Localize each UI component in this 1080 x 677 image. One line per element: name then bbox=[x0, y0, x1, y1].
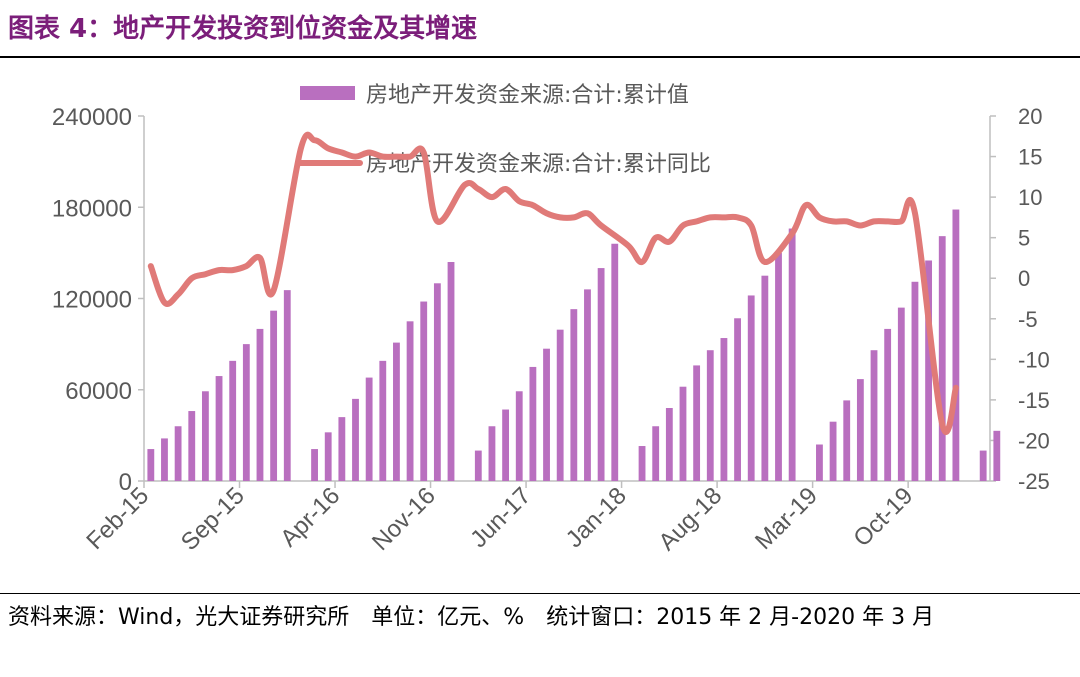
right-tick-label: 15 bbox=[1018, 145, 1042, 170]
right-tick-label: 5 bbox=[1018, 226, 1030, 251]
bar bbox=[938, 236, 946, 481]
right-tick-label: -25 bbox=[1018, 469, 1050, 494]
bar bbox=[283, 290, 291, 481]
bar bbox=[215, 376, 223, 481]
x-tick-label: Mar-19 bbox=[750, 482, 823, 555]
bar bbox=[270, 310, 278, 481]
bar bbox=[174, 426, 182, 481]
combo-chart: 房地产开发资金来源:合计:累计值 房地产开发资金来源:合计:累计同比 0 6000… bbox=[52, 83, 1050, 556]
bar bbox=[543, 348, 550, 481]
title-divider bbox=[0, 56, 1080, 58]
right-tick-label: 10 bbox=[1018, 185, 1042, 210]
right-tick-label: -10 bbox=[1018, 347, 1050, 372]
bar bbox=[816, 444, 823, 481]
bar bbox=[720, 338, 728, 481]
bar bbox=[693, 365, 701, 481]
bar bbox=[584, 289, 591, 481]
source-note: 资料来源：Wind，光大证券研究所 单位：亿元、% 统计窗口：2015 年 2 … bbox=[8, 605, 935, 630]
bar bbox=[925, 260, 933, 481]
right-tick-label: -5 bbox=[1018, 307, 1038, 332]
bar bbox=[515, 391, 523, 481]
bar bbox=[433, 283, 441, 481]
bar bbox=[993, 430, 1001, 481]
bar bbox=[474, 450, 482, 481]
bar bbox=[147, 449, 155, 481]
bar bbox=[829, 421, 837, 481]
bar bbox=[843, 400, 851, 481]
left-tick-label: 180000 bbox=[52, 195, 132, 222]
bar bbox=[570, 309, 578, 481]
bar bbox=[502, 409, 510, 481]
bar bbox=[679, 386, 687, 481]
right-tick-label: 0 bbox=[1018, 266, 1030, 291]
bar bbox=[911, 281, 919, 481]
bar bbox=[556, 329, 564, 481]
right-tick-label: -20 bbox=[1018, 428, 1050, 453]
bar bbox=[775, 252, 782, 481]
bar bbox=[420, 301, 428, 481]
bar bbox=[897, 307, 905, 481]
bar bbox=[188, 411, 196, 481]
bar bbox=[884, 328, 892, 481]
x-tick-label: Jan-18 bbox=[561, 482, 632, 553]
bar bbox=[393, 342, 400, 481]
bar bbox=[788, 228, 796, 481]
bar bbox=[161, 438, 168, 481]
right-tick-label: 20 bbox=[1018, 104, 1042, 129]
bar bbox=[447, 262, 455, 481]
legend-bar-swatch bbox=[300, 86, 355, 100]
bar bbox=[201, 391, 209, 481]
bar bbox=[761, 275, 769, 481]
bar bbox=[229, 360, 237, 481]
x-tick-label: Apr-16 bbox=[275, 482, 345, 552]
bar-series bbox=[147, 209, 1001, 481]
x-tick-label: Oct-19 bbox=[848, 482, 918, 552]
bar bbox=[870, 350, 878, 481]
bar bbox=[638, 446, 646, 481]
bar bbox=[734, 318, 741, 481]
bar bbox=[406, 321, 414, 481]
bar bbox=[311, 449, 318, 481]
legend-line-label: 房地产开发资金来源:合计:累计同比 bbox=[366, 152, 711, 177]
bar bbox=[652, 426, 660, 481]
bar bbox=[856, 379, 864, 481]
footer-divider bbox=[0, 593, 1080, 594]
bar bbox=[952, 209, 960, 481]
left-tick-label: 120000 bbox=[52, 287, 132, 314]
bar bbox=[665, 408, 673, 481]
bar bbox=[529, 366, 537, 481]
bar bbox=[706, 350, 714, 481]
x-tick-label: Sep-15 bbox=[176, 482, 250, 556]
chart-title: 图表 4：地产开发投资到位资金及其增速 bbox=[8, 14, 478, 44]
bar bbox=[256, 328, 264, 481]
right-tick-label: -15 bbox=[1018, 388, 1050, 413]
left-tick-label: 60000 bbox=[65, 378, 132, 405]
bar bbox=[597, 268, 605, 481]
left-tick-label: 0 bbox=[119, 469, 132, 496]
legend: 房地产开发资金来源:合计:累计值 房地产开发资金来源:合计:累计同比 bbox=[297, 83, 711, 177]
x-tick-label: Jun-17 bbox=[465, 482, 536, 553]
bar bbox=[365, 377, 373, 481]
bar bbox=[352, 398, 359, 481]
bar bbox=[338, 417, 346, 481]
x-tick-label: Nov-16 bbox=[367, 482, 441, 556]
bar bbox=[747, 295, 755, 481]
bar bbox=[611, 243, 619, 481]
bar bbox=[379, 360, 387, 481]
legend-bar-label: 房地产开发资金来源:合计:累计值 bbox=[366, 83, 689, 108]
bar bbox=[488, 426, 496, 481]
bar bbox=[324, 432, 332, 481]
line-series bbox=[147, 131, 959, 436]
left-tick-label: 240000 bbox=[52, 104, 132, 131]
x-tick-label: Aug-18 bbox=[654, 482, 728, 556]
bar bbox=[979, 450, 987, 481]
bar bbox=[242, 344, 250, 481]
